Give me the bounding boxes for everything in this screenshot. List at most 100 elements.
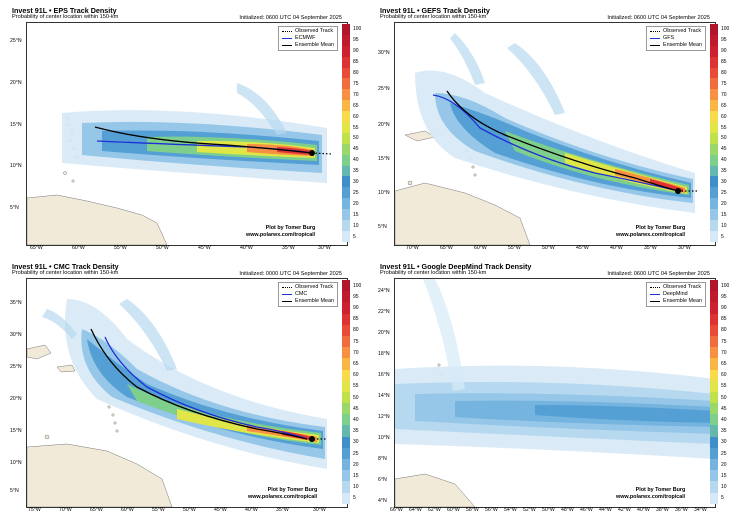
colorbar-tick-label: 70: [353, 349, 359, 356]
colorbar-tick-label: 95: [353, 37, 359, 44]
colorbar-tick-label: 20: [353, 200, 359, 207]
panel-subtitle: Probability of center location within 15…: [12, 270, 119, 276]
y-tick: 15°N: [10, 122, 22, 128]
colorbar-tick-label: 50: [353, 135, 359, 142]
x-tick: 45°W: [214, 507, 227, 513]
colorbar-tick-label: 5: [721, 233, 724, 240]
land-south-america: [27, 194, 168, 245]
x-tick: 30°W: [313, 507, 326, 513]
colorbar-tick-label: 40: [353, 417, 359, 423]
legend-observed: Observed Track: [650, 28, 702, 35]
colorbar-segment: [710, 313, 718, 325]
colorbar: [342, 280, 350, 504]
colorbar-tick-label: 100: [353, 26, 362, 33]
colorbar-segment: [342, 78, 350, 90]
x-tick: 50°W: [156, 245, 169, 251]
y-tick: 20°N: [378, 122, 390, 128]
land-hispaniola: [27, 344, 52, 360]
colorbar-segment: [342, 280, 350, 292]
panel-deepmind: Invest 91L • Google DeepMind Track Densi…: [376, 262, 732, 513]
colorbar-segment: [342, 100, 350, 112]
legend-observed: Observed Track: [650, 284, 702, 291]
colorbar-tick-label: 80: [721, 327, 727, 334]
colorbar-segment: [710, 358, 718, 370]
colorbar-tick-label: 75: [353, 338, 359, 345]
x-tick: 40°W: [240, 245, 253, 251]
legend-observed: Observed Track: [282, 284, 334, 291]
x-tick: 66°W: [390, 507, 403, 513]
colorbar-tick-label: 30: [353, 179, 359, 186]
colorbar-tick-label: 15: [353, 211, 359, 218]
y-tick: 10°N: [10, 460, 22, 466]
colorbar-segment: [710, 165, 718, 177]
init-time: Initialized: 0000 UTC 04 September 2025: [239, 271, 342, 277]
y-tick: 10°N: [378, 190, 390, 196]
colorbar-segment: [342, 358, 350, 370]
colorbar-tick-label: 100: [721, 282, 730, 289]
colorbar-tick-label: 45: [721, 146, 727, 153]
colorbar-tick-label: 85: [721, 316, 727, 323]
colorbar-segment: [710, 414, 718, 426]
colorbar-segment: [342, 176, 350, 188]
y-tick: 12°N: [378, 414, 390, 420]
y-tick: 30°N: [378, 50, 390, 56]
legend-model: CMC: [282, 291, 334, 298]
colorbar-tick-label: 25: [353, 450, 359, 457]
colorbar-tick-label: 40: [353, 157, 359, 164]
colorbar: [710, 280, 718, 504]
panel-cmc: Invest 91L • CMC Track Density Probabili…: [8, 262, 364, 513]
y-tick: 25°N: [378, 86, 390, 92]
colorbar-tick-label: 10: [721, 484, 727, 491]
land-south-america: [395, 182, 531, 245]
colorbar-tick-label: 30: [353, 439, 359, 446]
model-track: [104, 336, 308, 440]
colorbar-segment: [710, 380, 718, 392]
legend-mean: Ensemble Mean: [650, 298, 702, 305]
y-tick: 24°N: [378, 288, 390, 294]
colorbar-tick-label: 15: [353, 473, 359, 479]
x-tick: 38°W: [656, 507, 669, 513]
track-density-map: [26, 22, 348, 246]
colorbar-segment: [342, 165, 350, 177]
colorbar-segment: [710, 78, 718, 90]
x-tick: 35°W: [276, 507, 289, 513]
legend: Observed Track GFS Ensemble Mean: [646, 26, 706, 51]
land-south-america: [395, 473, 476, 507]
colorbar-segment: [342, 187, 350, 199]
y-tick: 6°N: [378, 477, 387, 483]
density-shading: [395, 279, 715, 459]
colorbar-segment: [710, 369, 718, 381]
colorbar-segment: [342, 470, 350, 482]
model-track: [432, 94, 679, 192]
colorbar-tick-label: 30: [721, 179, 727, 186]
panel-title: Invest 91L • GEFS Track Density: [380, 6, 490, 15]
colorbar-segment: [342, 111, 350, 123]
colorbar-segment: [710, 470, 718, 482]
colorbar-segment: [342, 230, 350, 242]
panel-title: Invest 91L • Google DeepMind Track Densi…: [380, 262, 532, 271]
colorbar-segment: [342, 481, 350, 493]
colorbar-tick-label: 35: [353, 168, 359, 175]
x-tick: 60°W: [447, 507, 460, 513]
y-tick: 10°N: [10, 163, 22, 169]
panel-gefs: Invest 91L • GEFS Track Density Probabil…: [376, 6, 732, 251]
colorbar-segment: [710, 209, 718, 221]
panel-eps: Invest 91L • EPS Track Density Probabili…: [8, 6, 364, 251]
colorbar-segment: [710, 111, 718, 123]
y-tick: 22°N: [378, 309, 390, 315]
colorbar-segment: [342, 459, 350, 471]
colorbar-tick-label: 60: [353, 372, 359, 379]
y-tick: 30°N: [10, 332, 22, 338]
colorbar-segment: [710, 187, 718, 199]
x-tick: 54°W: [504, 507, 517, 513]
colorbar-tick-label: 10: [353, 222, 359, 229]
colorbar-segment: [342, 313, 350, 325]
density-shading: [415, 33, 695, 213]
x-tick: 60°W: [121, 507, 134, 513]
track-density-map: [394, 278, 716, 508]
colorbar-tick-label: 95: [721, 37, 727, 44]
colorbar-segment: [342, 335, 350, 348]
y-tick: 25°N: [10, 38, 22, 44]
colorbar-segment: [342, 209, 350, 221]
colorbar-segment: [342, 67, 350, 79]
